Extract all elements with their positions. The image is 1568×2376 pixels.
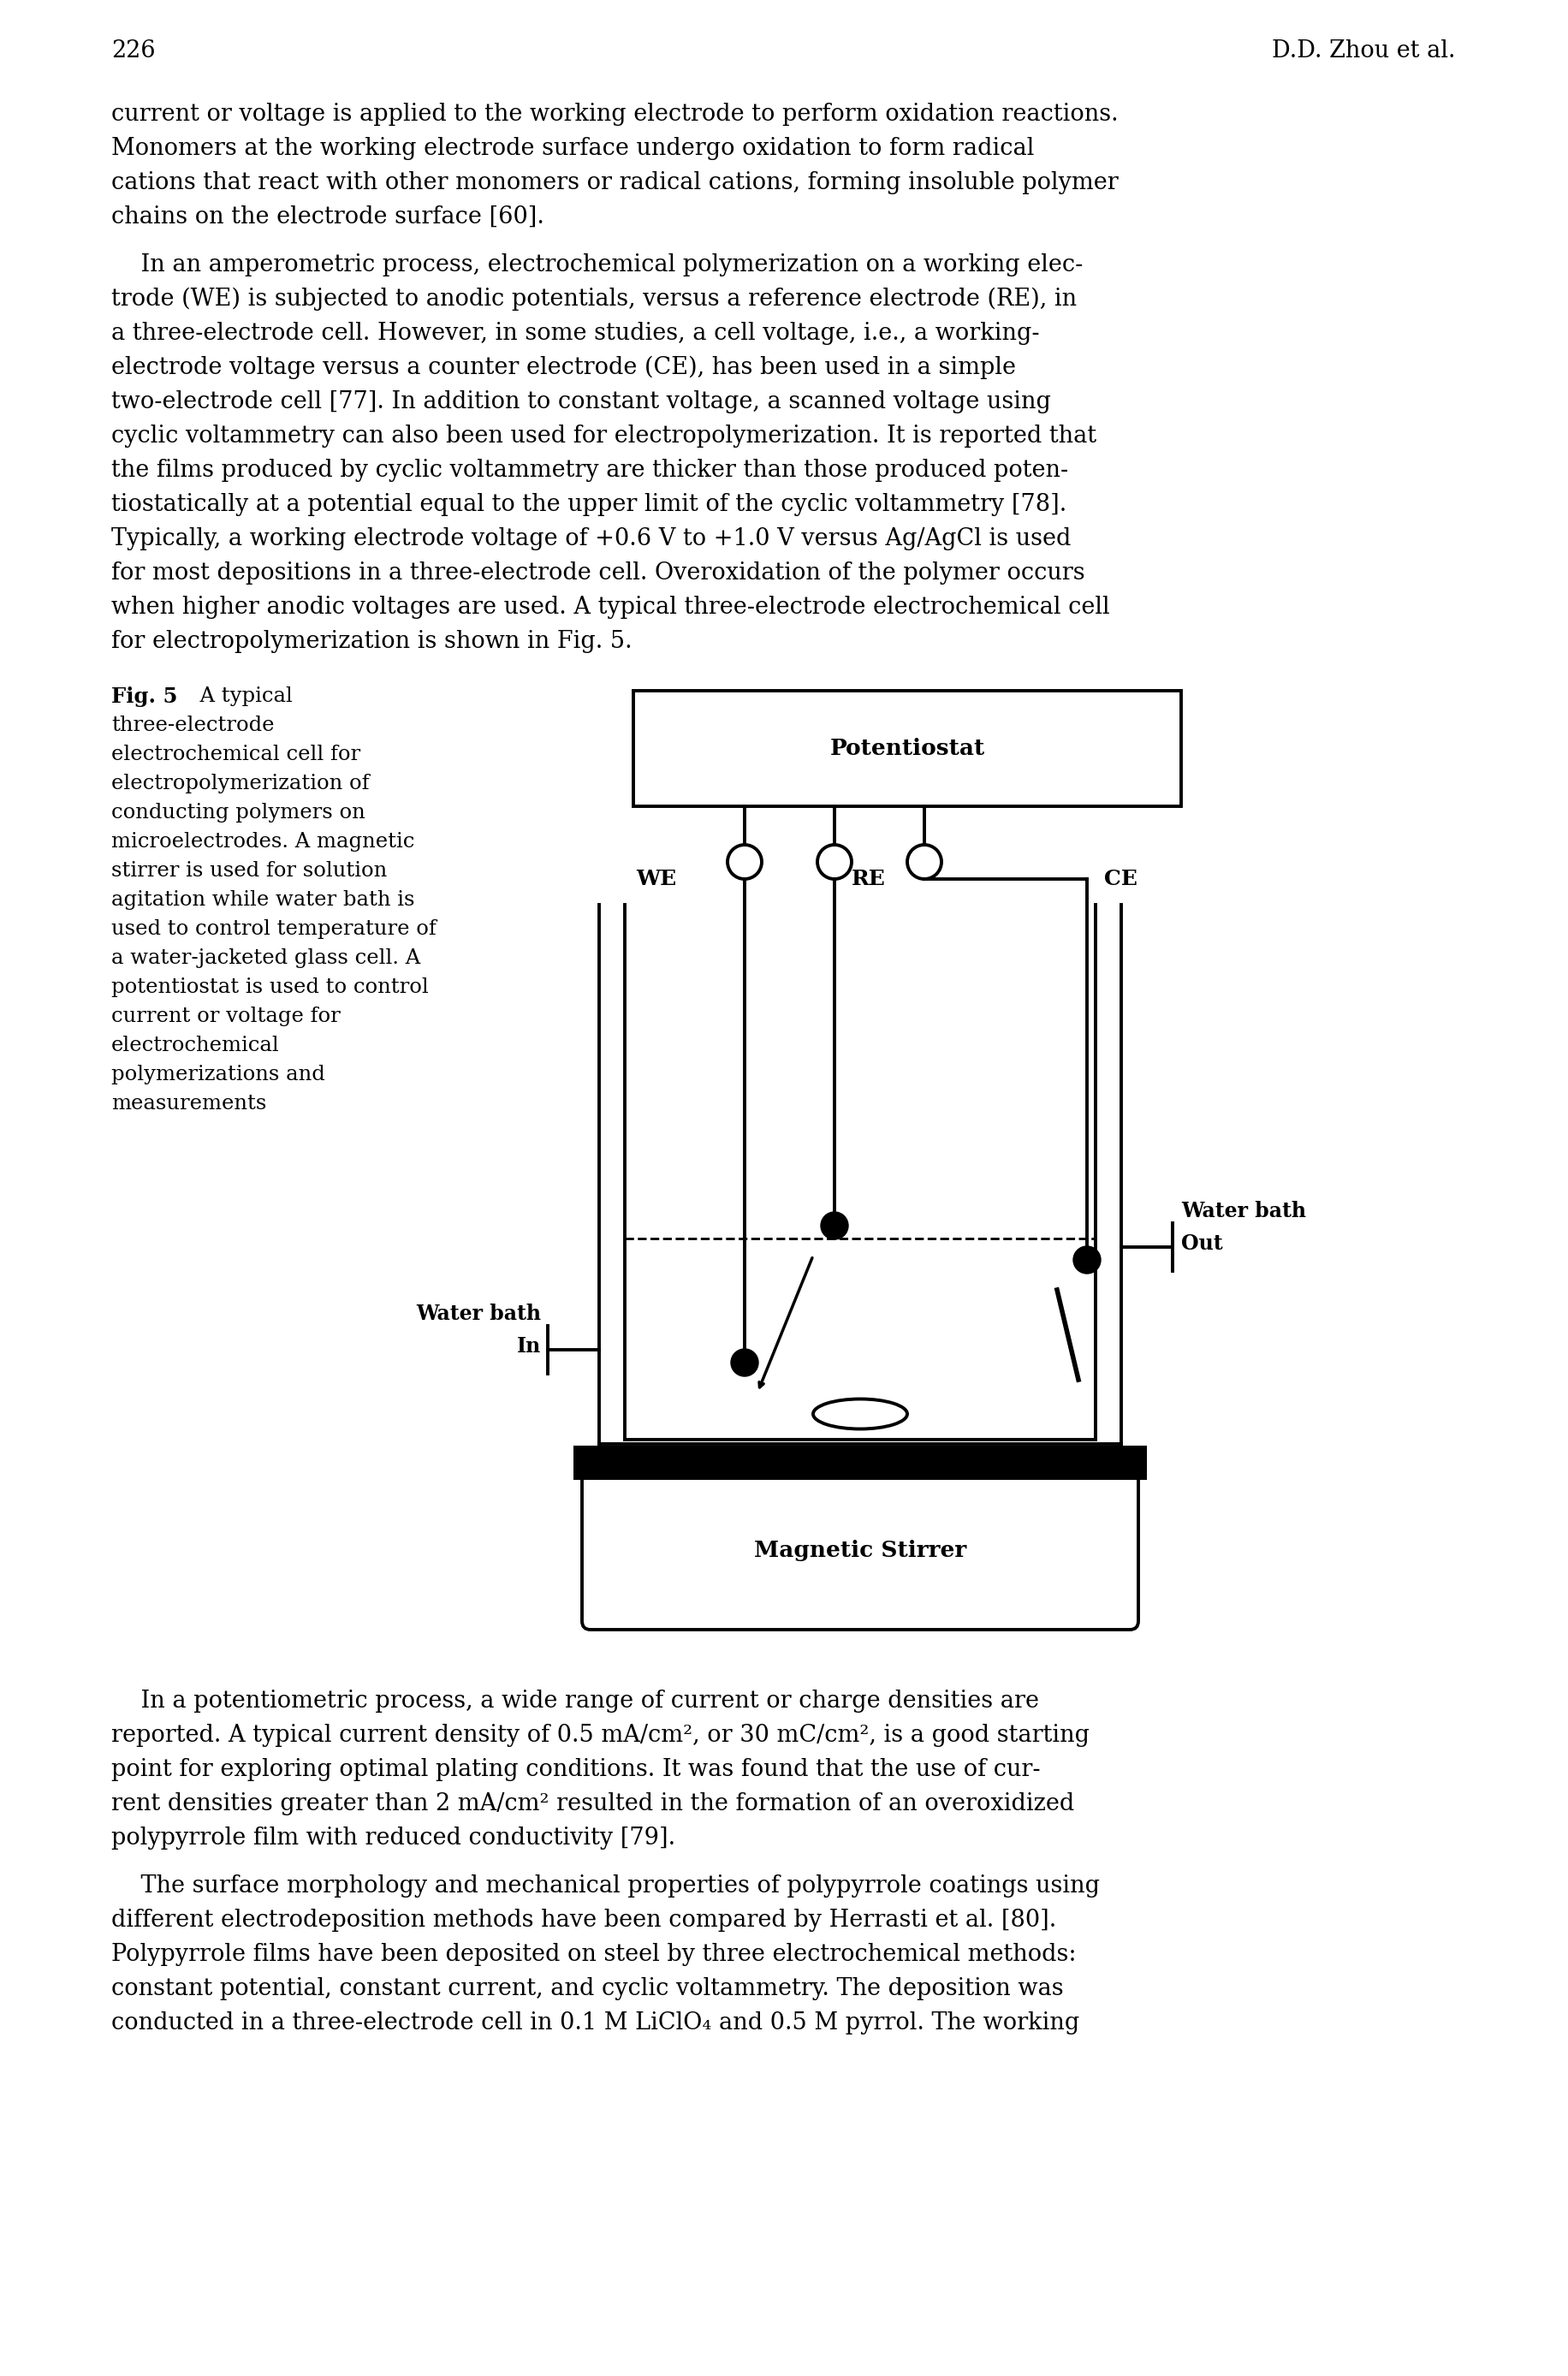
Text: Fig. 5: Fig. 5	[111, 687, 177, 708]
Text: In a potentiometric process, a wide range of current or charge densities are: In a potentiometric process, a wide rang…	[111, 1689, 1040, 1713]
Text: Potentiostat: Potentiostat	[829, 739, 985, 760]
Text: 226: 226	[111, 40, 155, 62]
Text: electrochemical: electrochemical	[111, 1036, 279, 1055]
Bar	[633, 691, 1181, 805]
Text: Magnetic Stirrer: Magnetic Stirrer	[754, 1540, 966, 1561]
Text: Water bath: Water bath	[416, 1304, 541, 1323]
Text: constant potential, constant current, and cyclic voltammetry. The deposition was: constant potential, constant current, an…	[111, 1977, 1063, 2001]
Text: electrode voltage versus a counter electrode (CE), has been used in a simple: electrode voltage versus a counter elect…	[111, 356, 1016, 380]
Text: polymerizations and: polymerizations and	[111, 1064, 325, 1083]
Text: used to control temperature of: used to control temperature of	[111, 920, 436, 939]
Text: when higher anodic voltages are used. A typical three-electrode electrochemical : when higher anodic voltages are used. A …	[111, 596, 1110, 618]
Text: tiostatically at a potential equal to the upper limit of the cyclic voltammetry : tiostatically at a potential equal to th…	[111, 492, 1066, 516]
Text: current or voltage for: current or voltage for	[111, 1007, 340, 1026]
Text: D.D. Zhou et al.: D.D. Zhou et al.	[1272, 40, 1455, 62]
Circle shape	[1073, 1245, 1101, 1274]
Text: point for exploring optimal plating conditions. It was found that the use of cur: point for exploring optimal plating cond…	[111, 1758, 1041, 1782]
Text: The surface morphology and mechanical properties of polypyrrole coatings using: The surface morphology and mechanical pr…	[111, 1875, 1099, 1898]
FancyBboxPatch shape	[582, 1471, 1138, 1630]
Text: a three-electrode cell. However, in some studies, a cell voltage, i.e., a workin: a three-electrode cell. However, in some…	[111, 321, 1040, 345]
Text: Polypyrrole films have been deposited on steel by three electrochemical methods:: Polypyrrole films have been deposited on…	[111, 1944, 1076, 1965]
Text: agitation while water bath is: agitation while water bath is	[111, 891, 414, 910]
Text: electrochemical cell for: electrochemical cell for	[111, 744, 361, 765]
Text: reported. A typical current density of 0.5 mA/cm², or 30 mC/cm², is a good start: reported. A typical current density of 0…	[111, 1725, 1090, 1746]
Text: polypyrrole film with reduced conductivity [79].: polypyrrole film with reduced conductivi…	[111, 1827, 676, 1849]
Text: Monomers at the working electrode surface undergo oxidation to form radical: Monomers at the working electrode surfac…	[111, 138, 1035, 159]
Text: conducting polymers on: conducting polymers on	[111, 803, 365, 822]
Text: cyclic voltammetry can also been used for electropolymerization. It is reported : cyclic voltammetry can also been used fo…	[111, 425, 1096, 447]
Text: trode (WE) is subjected to anodic potentials, versus a reference electrode (RE),: trode (WE) is subjected to anodic potent…	[111, 287, 1077, 311]
Text: for electropolymerization is shown in Fig. 5.: for electropolymerization is shown in Fi…	[111, 630, 632, 653]
Text: potentiostat is used to control: potentiostat is used to control	[111, 977, 428, 998]
Text: different electrodeposition methods have been compared by Herrasti et al. [80].: different electrodeposition methods have…	[111, 1908, 1057, 1932]
Text: chains on the electrode surface [60].: chains on the electrode surface [60].	[111, 204, 544, 228]
Text: stirrer is used for solution: stirrer is used for solution	[111, 860, 387, 881]
Bar	[574, 1445, 1146, 1480]
Text: for most depositions in a three-electrode cell. Overoxidation of the polymer occ: for most depositions in a three-electrod…	[111, 561, 1085, 584]
Circle shape	[731, 1350, 759, 1376]
Text: rent densities greater than 2 mA/cm² resulted in the formation of an overoxidize: rent densities greater than 2 mA/cm² res…	[111, 1792, 1074, 1815]
Text: cations that react with other monomers or radical cations, forming insoluble pol: cations that react with other monomers o…	[111, 171, 1118, 195]
Text: Typically, a working electrode voltage of +0.6 V to +1.0 V versus Ag/AgCl is use: Typically, a working electrode voltage o…	[111, 527, 1071, 551]
Circle shape	[820, 1212, 848, 1240]
Text: WE: WE	[635, 870, 676, 889]
Text: CE: CE	[1104, 870, 1137, 889]
Text: A typical: A typical	[187, 687, 293, 706]
Text: Out: Out	[1181, 1233, 1223, 1255]
Text: In: In	[517, 1335, 541, 1357]
Text: a water-jacketed glass cell. A: a water-jacketed glass cell. A	[111, 948, 420, 967]
Text: RE: RE	[851, 870, 886, 889]
Text: two-electrode cell [77]. In addition to constant voltage, a scanned voltage usin: two-electrode cell [77]. In addition to …	[111, 390, 1051, 413]
Ellipse shape	[814, 1399, 908, 1428]
Text: conducted in a three-electrode cell in 0.1 M LiClO₄ and 0.5 M pyrrol. The workin: conducted in a three-electrode cell in 0…	[111, 2012, 1079, 2034]
Text: In an amperometric process, electrochemical polymerization on a working elec-: In an amperometric process, electrochemi…	[111, 254, 1083, 276]
Text: three-electrode: three-electrode	[111, 715, 274, 734]
Text: microelectrodes. A magnetic: microelectrodes. A magnetic	[111, 832, 414, 851]
Text: current or voltage is applied to the working electrode to perform oxidation reac: current or voltage is applied to the wor…	[111, 102, 1118, 126]
Text: electropolymerization of: electropolymerization of	[111, 775, 370, 794]
Text: measurements: measurements	[111, 1093, 267, 1114]
Text: the films produced by cyclic voltammetry are thicker than those produced poten-: the films produced by cyclic voltammetry…	[111, 459, 1068, 482]
Text: Water bath: Water bath	[1181, 1200, 1306, 1221]
